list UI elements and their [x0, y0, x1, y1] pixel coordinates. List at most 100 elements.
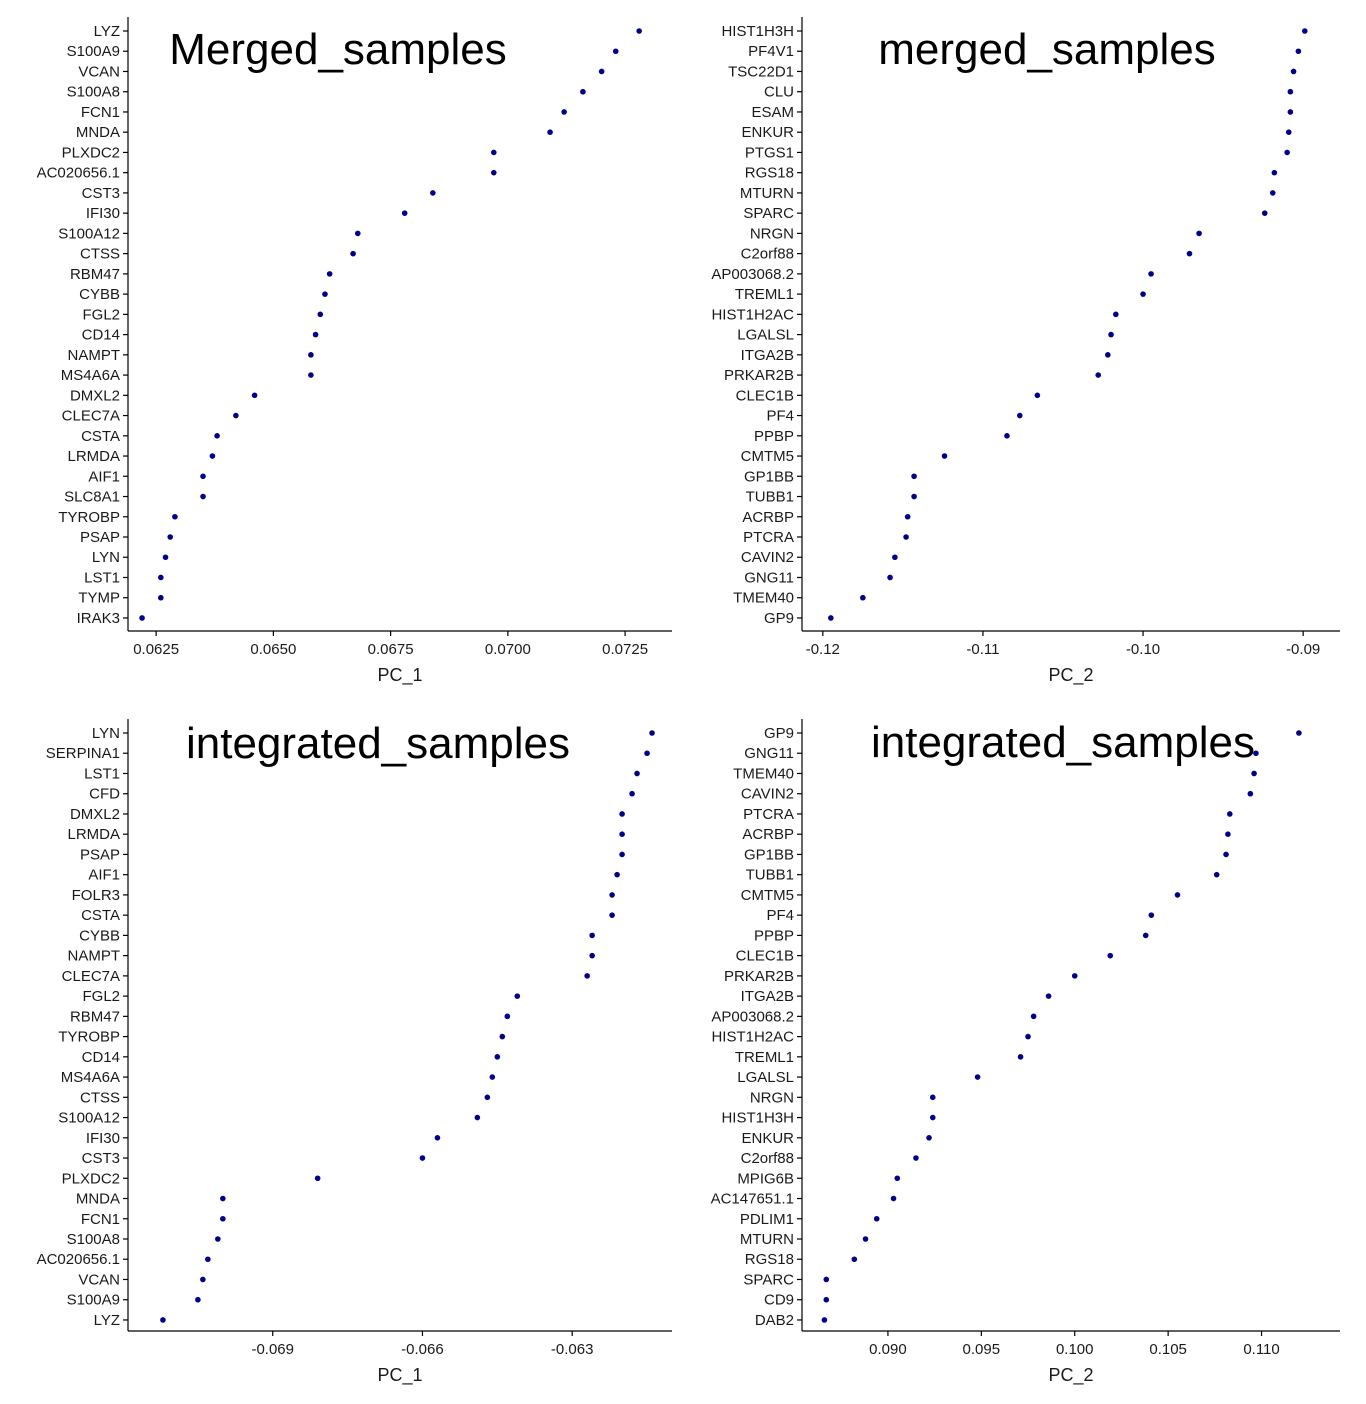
x-tick-label: 0.100 — [1056, 1341, 1094, 1358]
loading-point — [1108, 331, 1114, 338]
gene-label: PTCRA — [743, 806, 794, 823]
gene-label: PF4V1 — [748, 43, 794, 60]
loading-point — [904, 513, 911, 520]
gene-label: TUBB1 — [746, 489, 794, 506]
gene-label: DAB2 — [755, 1312, 794, 1329]
loading-point — [636, 28, 642, 34]
gene-label: C2orf88 — [741, 1150, 794, 1167]
loading-point — [589, 952, 595, 959]
loading-point — [911, 493, 917, 500]
gene-label: NRGN — [750, 225, 794, 242]
loading-point — [312, 331, 319, 338]
loading-point — [1295, 48, 1302, 55]
gene-label: SERPINA1 — [46, 745, 120, 762]
gene-label: HIST1H3H — [721, 1110, 794, 1127]
gene-label: NRGN — [750, 1089, 794, 1106]
loading-point — [894, 1175, 901, 1182]
loading-point — [823, 1296, 830, 1303]
loading-point — [494, 1054, 501, 1060]
x-tick-label: 0.0675 — [368, 641, 414, 658]
loading-point — [821, 1317, 828, 1323]
loading-point — [1095, 372, 1102, 378]
loading-point — [514, 993, 521, 999]
gene-label: CST3 — [82, 185, 120, 202]
loading-point — [200, 493, 206, 500]
loading-point — [1140, 291, 1146, 297]
loading-point — [326, 271, 333, 277]
gene-label: TMEM40 — [733, 765, 794, 782]
gene-label: HIST1H2AC — [711, 306, 794, 323]
loading-point — [614, 871, 620, 878]
gene-label: AC147651.1 — [711, 1191, 794, 1208]
gene-label: VCAN — [78, 1271, 120, 1288]
gene-label: SPARC — [743, 1271, 794, 1288]
loading-point — [1174, 892, 1181, 898]
loading-point — [1030, 1013, 1037, 1020]
gene-label: PF4 — [766, 408, 794, 425]
x-tick-label: 0.090 — [869, 1341, 907, 1358]
gene-label: TYROBP — [58, 1029, 120, 1046]
gene-label: CLEC7A — [62, 408, 120, 425]
loading-point — [474, 1114, 481, 1121]
gene-label: CLEC1B — [736, 948, 794, 965]
loading-point — [195, 1296, 201, 1303]
gene-label: S100A8 — [67, 1231, 120, 1248]
loading-point — [251, 392, 258, 399]
gene-label: S100A9 — [67, 1292, 120, 1309]
gene-label: AC020656.1 — [37, 1251, 120, 1268]
gene-label: ESAM — [751, 104, 794, 121]
gene-label: LRMDA — [67, 448, 120, 465]
gene-label: ENKUR — [741, 124, 794, 141]
gene-label: FCN1 — [81, 1211, 120, 1228]
gene-label: RGS18 — [745, 1251, 794, 1268]
loading-point — [1287, 109, 1294, 115]
gene-label: CD14 — [82, 327, 120, 344]
loading-point — [561, 109, 567, 115]
gene-label: TREML1 — [735, 286, 794, 303]
gene-label: LST1 — [84, 765, 120, 782]
gene-label: LRMDA — [67, 826, 120, 843]
gene-label: MTURN — [740, 185, 794, 202]
gene-label: CYBB — [79, 286, 120, 303]
x-tick-label: 0.105 — [1149, 1341, 1187, 1358]
loading-point — [430, 190, 436, 196]
x-tick-label: -0.063 — [551, 1341, 594, 1358]
loading-point — [317, 311, 324, 318]
loading-point — [172, 513, 178, 520]
gene-label: CAVIN2 — [741, 549, 794, 566]
gene-label: AIF1 — [88, 468, 120, 485]
x-tick-label: -0.11 — [966, 641, 999, 658]
gene-label: FGL2 — [82, 988, 120, 1005]
x-axis-label: PC_2 — [1048, 665, 1093, 686]
gene-label: HIST1H3H — [721, 23, 794, 40]
x-tick-label: 0.095 — [963, 1341, 1001, 1358]
loading-point — [401, 210, 408, 216]
panel-3: integrated_samples LYN SERPINA1 LST1 CFD DMXL… — [37, 719, 672, 1386]
loading-point — [1253, 750, 1259, 757]
gene-label: TSC22D1 — [728, 63, 794, 80]
loading-point — [209, 453, 216, 459]
gene-label: SPARC — [743, 205, 794, 222]
gene-label: TUBB1 — [746, 867, 794, 884]
x-tick-label: -0.10 — [1126, 641, 1160, 658]
gene-label: RGS18 — [745, 165, 794, 182]
loading-point — [160, 1317, 166, 1323]
loading-point — [929, 1094, 936, 1101]
gene-label: CD14 — [82, 1049, 120, 1066]
loading-point — [1251, 770, 1257, 777]
x-axis-label: PC_2 — [1048, 1365, 1093, 1386]
panel-4: integrated_samples GP9 GNG11 TMEM40 CAVIN2 PT… — [711, 718, 1340, 1386]
x-tick-label: 0.0650 — [250, 641, 296, 658]
gene-label: PLXDC2 — [62, 144, 120, 161]
gene-label: LYZ — [94, 1312, 120, 1329]
gene-label: FCN1 — [81, 104, 120, 121]
gene-label: SLC8A1 — [64, 489, 120, 506]
loading-point — [1105, 352, 1111, 358]
loading-point — [200, 1276, 206, 1283]
gene-label: PTCRA — [743, 529, 794, 546]
panel-2: merged_samples HIST1H3H PF4V1 TSC22D1 CLU ESA… — [711, 17, 1340, 686]
gene-label: IFI30 — [86, 205, 120, 222]
loading-point — [162, 554, 169, 561]
gene-label: MTURN — [740, 1231, 794, 1248]
